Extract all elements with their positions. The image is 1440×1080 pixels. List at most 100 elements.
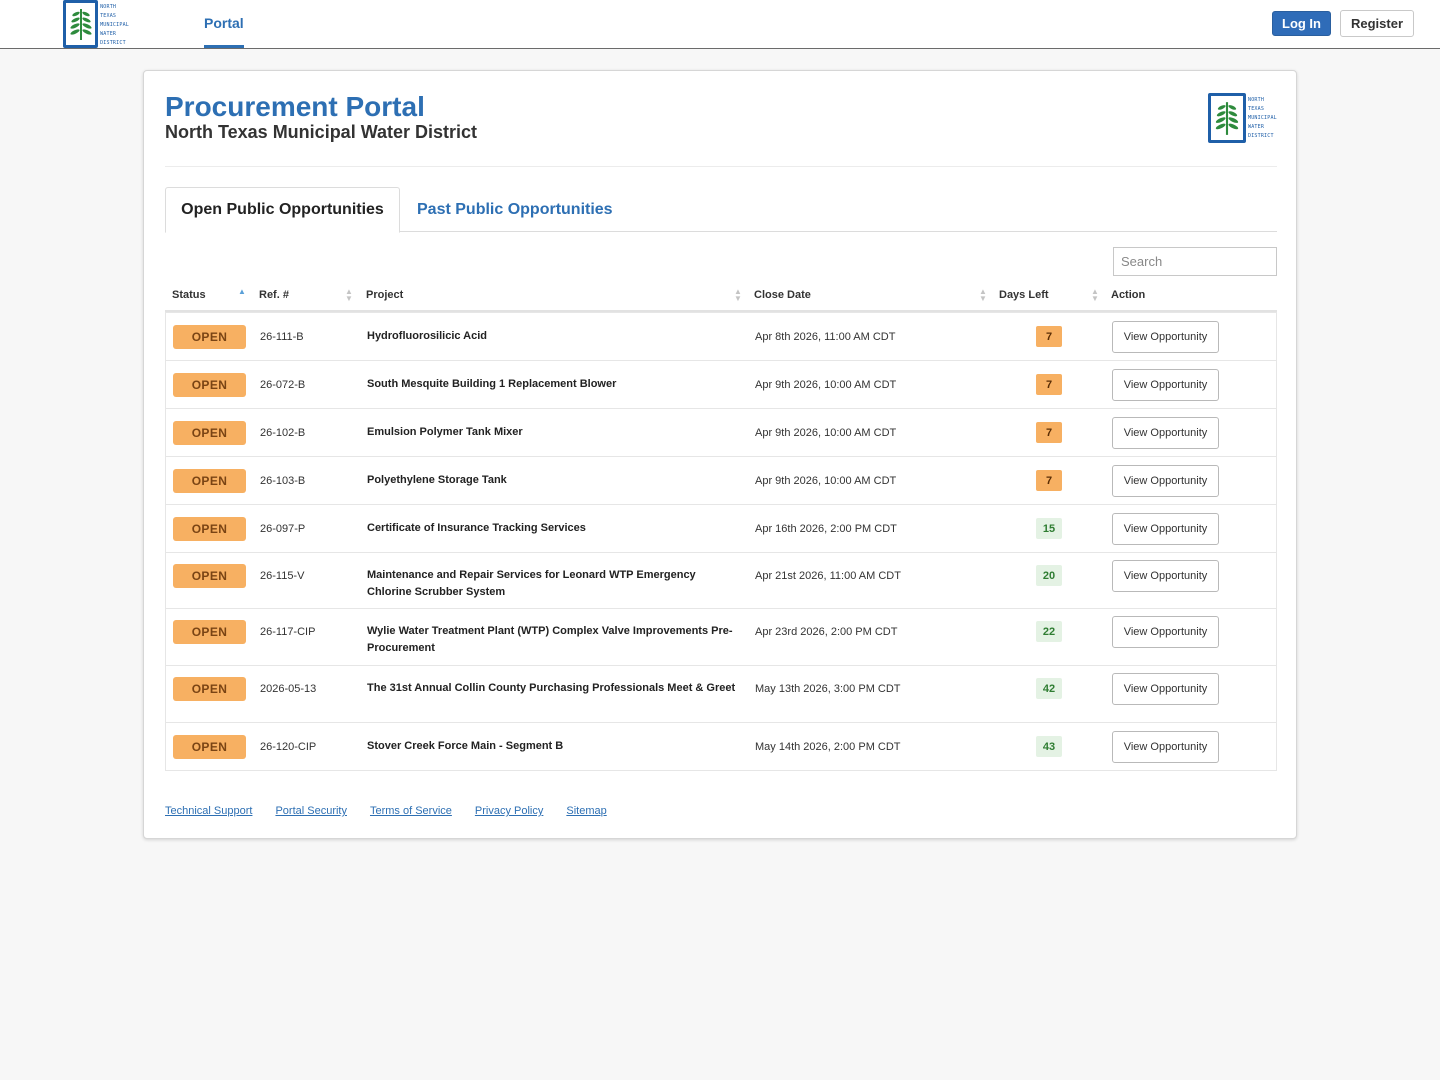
logo-wordmark: NORTH TEXAS MUNICIPAL WATER DISTRICT bbox=[1248, 96, 1277, 141]
status-badge: OPEN bbox=[173, 517, 246, 541]
table-body: OPEN 26-111-B Hydrofluorosilicic Acid Ap… bbox=[165, 312, 1277, 771]
opportunities-table: Status ▲ Ref. # ▲ ▼ Project ▲ ▼ Close Date… bbox=[165, 281, 1277, 771]
days-left-badge: 7 bbox=[1036, 422, 1062, 443]
close-date: Apr 9th 2026, 10:00 AM CDT bbox=[755, 379, 897, 391]
project-name: Hydrofluorosilicic Acid bbox=[367, 330, 488, 342]
page-title: Procurement Portal bbox=[165, 91, 425, 122]
close-date: May 13th 2026, 3:00 PM CDT bbox=[755, 683, 901, 695]
ref-number: 26-097-P bbox=[260, 523, 306, 535]
column-header-close-date[interactable]: Close Date bbox=[754, 289, 811, 301]
privacy-policy-link[interactable]: Privacy Policy bbox=[474, 805, 544, 817]
status-badge: OPEN bbox=[173, 421, 246, 445]
view-opportunity-button[interactable]: View Opportunity bbox=[1112, 731, 1219, 763]
status-badge: OPEN bbox=[173, 469, 246, 493]
sitemap-link[interactable]: Sitemap bbox=[566, 805, 607, 817]
logo-wordmark: NORTH TEXAS MUNICIPAL WATER DISTRICT bbox=[100, 3, 129, 48]
ref-number: 26-115-V bbox=[260, 570, 305, 582]
leaf-plant-icon bbox=[63, 0, 99, 48]
top-navbar: NORTH TEXAS MUNICIPAL WATER DISTRICT Por… bbox=[0, 0, 1440, 49]
days-left-badge: 7 bbox=[1036, 374, 1062, 395]
search-input[interactable] bbox=[1113, 247, 1277, 276]
project-name: Wylie Water Treatment Plant (WTP) Comple… bbox=[367, 625, 733, 654]
table-row: OPEN 26-097-P Certificate of Insurance T… bbox=[166, 504, 1276, 552]
column-header-action: Action bbox=[1111, 289, 1146, 301]
sort-icon[interactable]: ▲ ▼ bbox=[734, 287, 742, 303]
project-name: Emulsion Polymer Tank Mixer bbox=[367, 426, 523, 438]
sort-asc-icon[interactable]: ▲ bbox=[238, 287, 246, 296]
logo-word: MUNICIPAL bbox=[1248, 115, 1277, 121]
ref-number: 26-120-CIP bbox=[260, 741, 317, 753]
close-date: May 14th 2026, 2:00 PM CDT bbox=[755, 741, 901, 753]
table-header: Status ▲ Ref. # ▲ ▼ Project ▲ ▼ Close Date… bbox=[165, 281, 1277, 312]
portal-security-link[interactable]: Portal Security bbox=[275, 805, 347, 817]
view-opportunity-button[interactable]: View Opportunity bbox=[1112, 560, 1219, 592]
project-name: Polyethylene Storage Tank bbox=[367, 474, 507, 486]
sort-icon[interactable]: ▲ ▼ bbox=[345, 287, 353, 303]
logo-word: MUNICIPAL bbox=[100, 22, 129, 28]
close-date: Apr 16th 2026, 2:00 PM CDT bbox=[755, 523, 897, 535]
view-opportunity-button[interactable]: View Opportunity bbox=[1112, 417, 1219, 449]
project-name: South Mesquite Building 1 Replacement Bl… bbox=[367, 378, 617, 390]
days-left-badge: 42 bbox=[1036, 678, 1062, 699]
view-opportunity-button[interactable]: View Opportunity bbox=[1112, 369, 1219, 401]
logo-word: TEXAS bbox=[1248, 106, 1265, 112]
column-header-project[interactable]: Project bbox=[366, 289, 404, 301]
logo-word: DISTRICT bbox=[100, 40, 126, 46]
sort-icon[interactable]: ▲ ▼ bbox=[979, 287, 987, 303]
status-badge: OPEN bbox=[173, 677, 246, 701]
register-button[interactable]: Register bbox=[1340, 10, 1414, 37]
close-date: Apr 8th 2026, 11:00 AM CDT bbox=[755, 331, 896, 343]
login-button[interactable]: Log In bbox=[1272, 11, 1331, 36]
header-divider bbox=[165, 166, 1277, 167]
logo-word: DISTRICT bbox=[1248, 133, 1274, 139]
ntmwd-logo[interactable]: NORTH TEXAS MUNICIPAL WATER DISTRICT bbox=[63, 0, 129, 48]
view-opportunity-button[interactable]: View Opportunity bbox=[1112, 673, 1219, 705]
ref-number: 26-111-B bbox=[260, 331, 304, 343]
table-row: OPEN 26-120-CIP Stover Creek Force Main … bbox=[166, 722, 1276, 770]
days-left-badge: 7 bbox=[1036, 326, 1062, 347]
ref-number: 26-102-B bbox=[260, 427, 306, 439]
table-row: OPEN 26-072-B South Mesquite Building 1 … bbox=[166, 360, 1276, 408]
column-header-status[interactable]: Status bbox=[172, 289, 206, 301]
table-row: OPEN 26-102-B Emulsion Polymer Tank Mixe… bbox=[166, 408, 1276, 456]
table-row: OPEN 26-117-CIP Wylie Water Treatment Pl… bbox=[166, 608, 1276, 665]
days-left-badge: 43 bbox=[1036, 736, 1062, 757]
column-header-ref[interactable]: Ref. # bbox=[259, 289, 289, 301]
project-name: Stover Creek Force Main - Segment B bbox=[367, 740, 564, 752]
ref-number: 2026-05-13 bbox=[260, 683, 317, 695]
view-opportunity-button[interactable]: View Opportunity bbox=[1112, 465, 1219, 497]
view-opportunity-button[interactable]: View Opportunity bbox=[1112, 616, 1219, 648]
footer-links: Technical Support Portal Security Terms … bbox=[165, 805, 630, 817]
status-badge: OPEN bbox=[173, 620, 246, 644]
column-header-days-left[interactable]: Days Left bbox=[999, 289, 1049, 301]
ref-number: 26-072-B bbox=[260, 379, 306, 391]
district-logo: NORTH TEXAS MUNICIPAL WATER DISTRICT bbox=[1208, 93, 1278, 143]
terms-of-service-link[interactable]: Terms of Service bbox=[369, 805, 452, 817]
view-opportunity-button[interactable]: View Opportunity bbox=[1112, 321, 1219, 353]
tab-past-opportunities[interactable]: Past Public Opportunities bbox=[417, 201, 613, 218]
logo-word: NORTH bbox=[100, 4, 117, 10]
sort-icon[interactable]: ▲ ▼ bbox=[1091, 287, 1099, 303]
status-badge: OPEN bbox=[173, 735, 246, 759]
days-left-badge: 7 bbox=[1036, 470, 1062, 491]
logo-word: WATER bbox=[100, 31, 117, 37]
days-left-badge: 22 bbox=[1036, 621, 1062, 642]
status-badge: OPEN bbox=[173, 325, 246, 349]
table-row: OPEN 2026-05-13 The 31st Annual Collin C… bbox=[166, 665, 1276, 722]
opportunity-tabs: Open Public Opportunities Past Public Op… bbox=[165, 187, 1277, 233]
table-row: OPEN 26-111-B Hydrofluorosilicic Acid Ap… bbox=[166, 312, 1276, 360]
page-subtitle: North Texas Municipal Water District bbox=[165, 122, 478, 142]
leaf-plant-icon bbox=[1208, 93, 1246, 143]
view-opportunity-button[interactable]: View Opportunity bbox=[1112, 513, 1219, 545]
main-card: Procurement Portal North Texas Municipal… bbox=[143, 70, 1297, 839]
project-name: Maintenance and Repair Services for Leon… bbox=[367, 569, 696, 598]
close-date: Apr 9th 2026, 10:00 AM CDT bbox=[755, 427, 897, 439]
status-badge: OPEN bbox=[173, 564, 246, 588]
status-badge: OPEN bbox=[173, 373, 246, 397]
close-date: Apr 21st 2026, 11:00 AM CDT bbox=[755, 570, 901, 582]
tab-open-opportunities[interactable]: Open Public Opportunities bbox=[165, 187, 400, 233]
project-name: The 31st Annual Collin County Purchasing… bbox=[367, 682, 736, 694]
nav-portal-link[interactable]: Portal bbox=[204, 0, 244, 48]
table-row: OPEN 26-115-V Maintenance and Repair Ser… bbox=[166, 552, 1276, 608]
technical-support-link[interactable]: Technical Support bbox=[165, 805, 253, 817]
